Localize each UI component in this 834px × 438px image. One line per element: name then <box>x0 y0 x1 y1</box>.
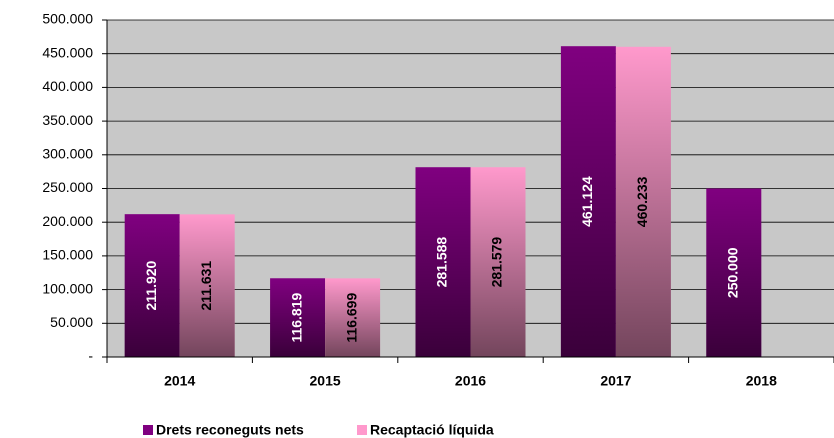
y-tick-label: 150.000 <box>42 247 93 263</box>
y-tick-label: 300.000 <box>42 146 93 162</box>
y-tick-label: 400.000 <box>42 78 93 94</box>
legend-label: Recaptació líquida <box>370 422 494 438</box>
value-label: 116.699 <box>343 293 359 343</box>
value-label: 116.819 <box>288 293 304 343</box>
value-label: 211.631 <box>198 261 214 311</box>
value-label: 460.233 <box>634 176 650 227</box>
x-tick-label: 2017 <box>600 373 631 389</box>
value-label: 211.920 <box>143 260 159 310</box>
legend-swatch <box>357 425 367 435</box>
y-tick-label: 350.000 <box>42 112 93 128</box>
y-tick-label: 50.000 <box>50 314 93 330</box>
legend-swatch <box>143 425 153 435</box>
legend-label: Drets reconeguts nets <box>156 422 304 438</box>
value-label: 461.124 <box>579 176 595 227</box>
value-label: 281.579 <box>489 237 505 288</box>
x-tick-label: 2016 <box>455 373 486 389</box>
y-tick-label: 450.000 <box>42 44 93 60</box>
x-tick-label: 2015 <box>310 373 341 389</box>
y-tick-label: 200.000 <box>42 213 93 229</box>
x-tick-label: 2018 <box>746 373 777 389</box>
x-tick-label: 2014 <box>164 373 195 389</box>
value-label: 250.000 <box>725 247 741 298</box>
y-tick-label: 500.000 <box>42 11 93 27</box>
y-tick-label: 250.000 <box>42 179 93 195</box>
y-tick-label: - <box>88 348 93 364</box>
y-tick-label: 100.000 <box>42 280 93 296</box>
value-label: 281.588 <box>434 237 450 288</box>
